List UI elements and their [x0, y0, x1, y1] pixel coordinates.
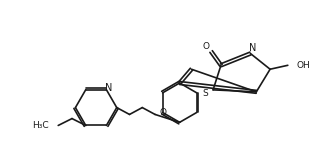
Text: N: N: [249, 43, 256, 53]
Text: O: O: [203, 42, 210, 51]
Text: S: S: [202, 89, 208, 98]
Text: H₃C: H₃C: [32, 121, 48, 130]
Text: OH: OH: [297, 61, 310, 70]
Text: O: O: [159, 108, 166, 117]
Text: N: N: [105, 83, 112, 93]
